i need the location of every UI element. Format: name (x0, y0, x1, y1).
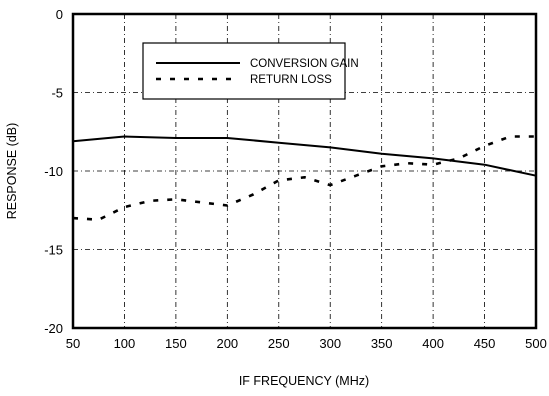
x-tick-label-200: 200 (216, 336, 238, 351)
x-tick-label-300: 300 (319, 336, 341, 351)
legend-label-return-loss: RETURN LOSS (250, 74, 332, 86)
x-tick-label-450: 450 (474, 336, 496, 351)
series-line-return-loss (72, 135, 536, 221)
x-axis-label: IF FREQUENCY (MHz) (239, 374, 369, 388)
x-tick-label-100: 100 (114, 336, 136, 351)
legend: CONVERSION GAIN RETURN LOSS (142, 42, 359, 100)
plot-frame (71, 12, 538, 330)
y-tick-label--15: -15 (44, 243, 63, 258)
x-tick-label-50: 50 (66, 336, 80, 351)
y-tick-label-0: 0 (56, 7, 63, 22)
legend-label-conversion-gain: CONVERSION GAIN (250, 58, 359, 70)
tick-layer: 50 100 150 200 250 300 350 400 450 500 0 -5 -10 -15 -2… (44, 7, 547, 351)
x-tick-label-250: 250 (268, 336, 290, 351)
y-tick-label--5: -5 (51, 86, 63, 101)
series-line-conversion-gain (72, 135, 537, 177)
x-tick-label-400: 400 (422, 336, 444, 351)
y-tick-label--20: -20 (44, 321, 63, 336)
x-tick-label-500: 500 (525, 336, 547, 351)
series-layer (72, 135, 537, 221)
legend-box (142, 42, 346, 100)
y-axis-label: RESPONSE (dB) (5, 123, 19, 220)
y-tick-label--10: -10 (44, 164, 63, 179)
x-tick-label-350: 350 (371, 336, 393, 351)
x-tick-label-150: 150 (165, 336, 187, 351)
